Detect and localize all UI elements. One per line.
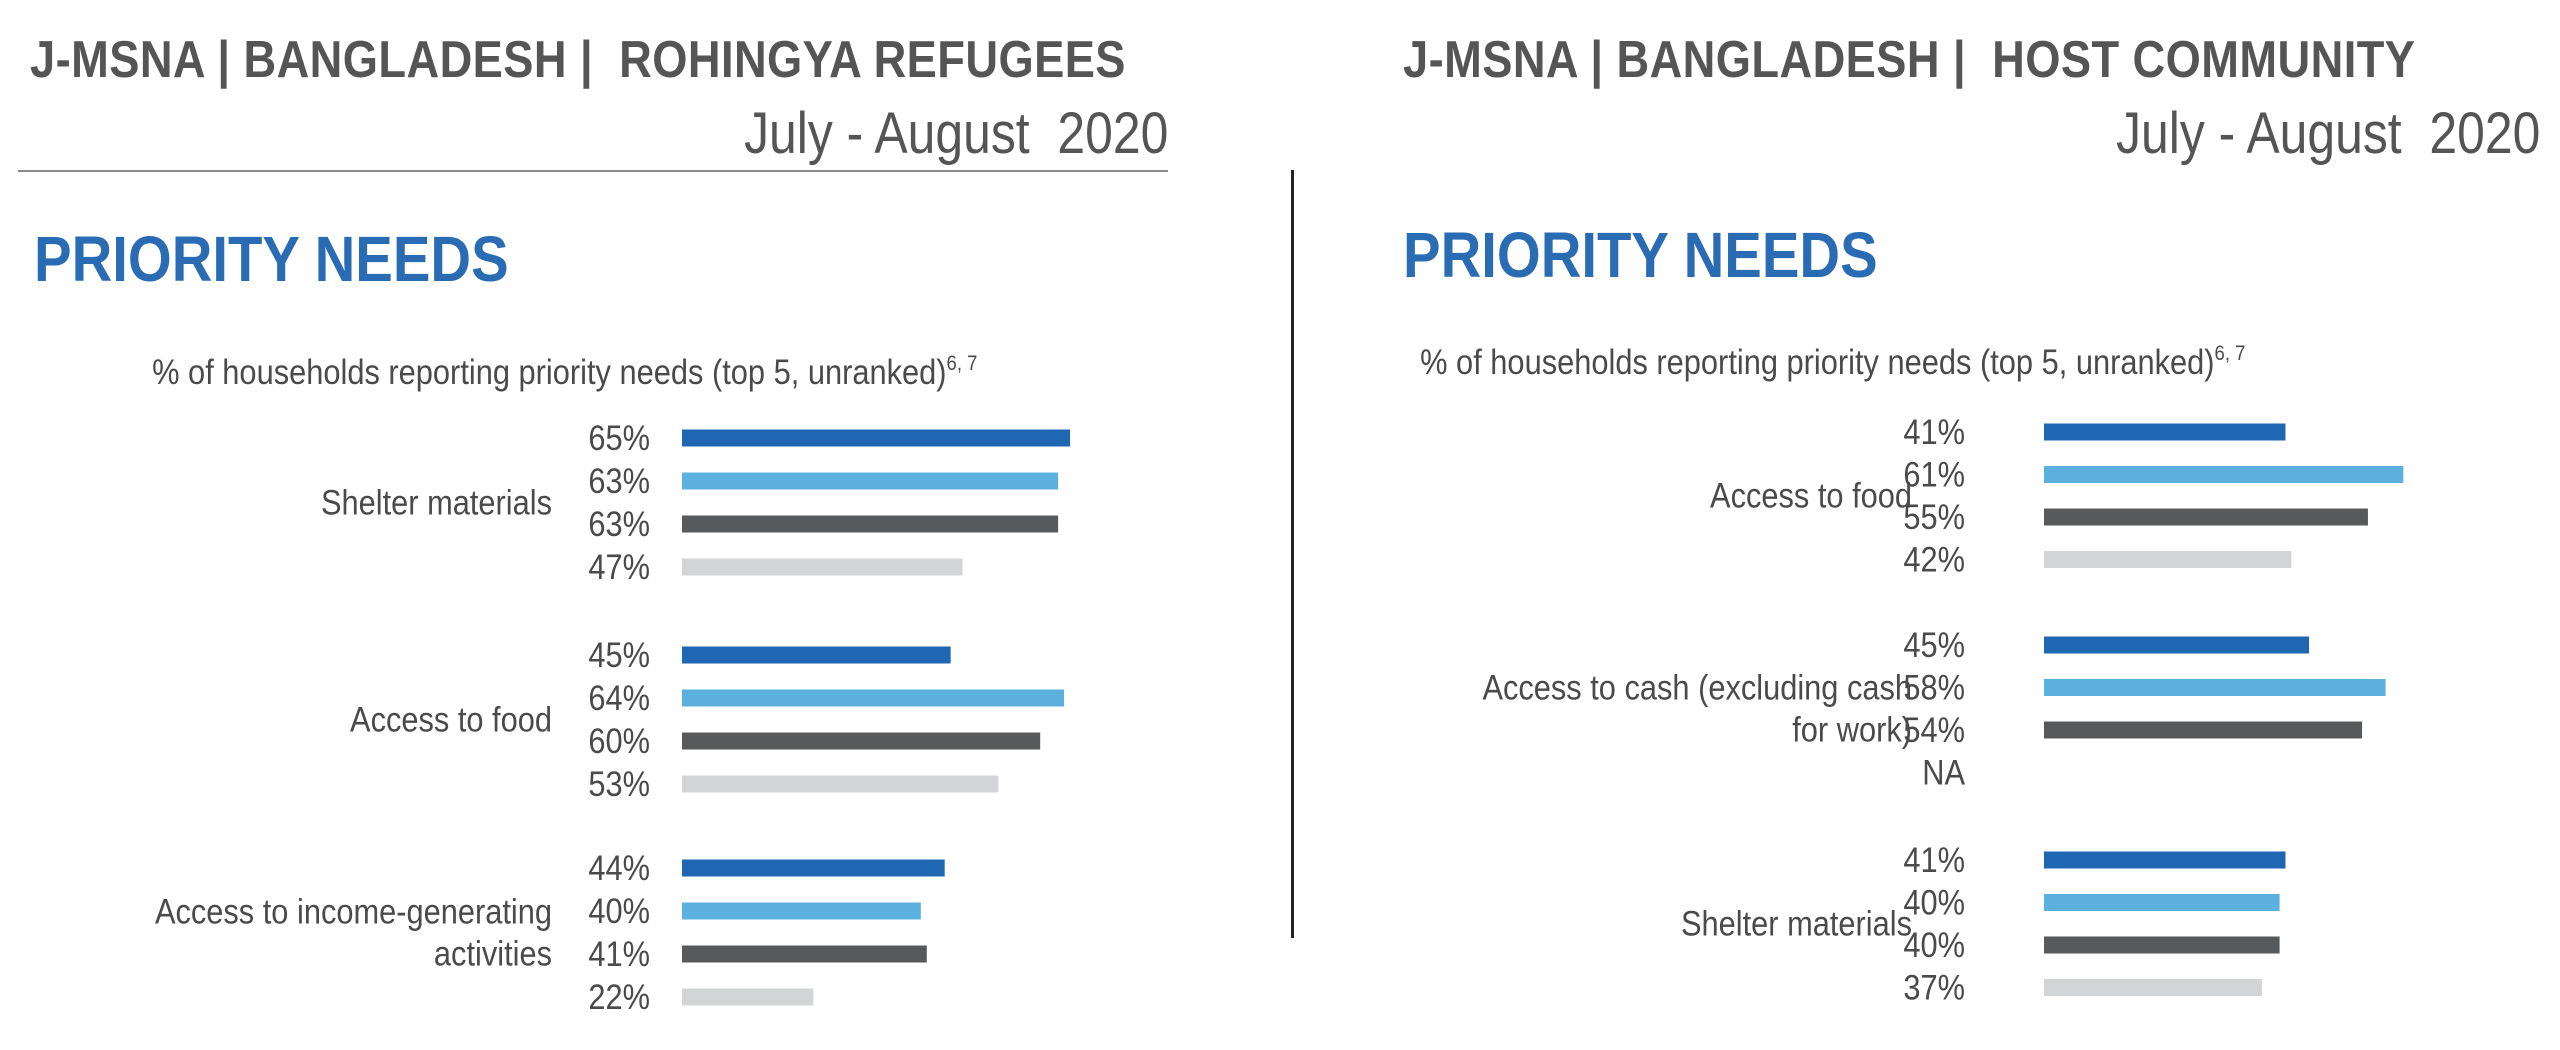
host-category-label: Access to food	[1710, 476, 1912, 515]
rohingya-value-label: 47%	[588, 547, 650, 586]
host-value-label: 42%	[1903, 540, 1965, 579]
host-value-label: 37%	[1903, 968, 1965, 1007]
host-value-label: NA	[1922, 753, 1965, 792]
host-bar	[2044, 894, 2280, 911]
rohingya-value-label: 63%	[588, 504, 650, 543]
host-value-label: 55%	[1903, 497, 1965, 536]
host-bar	[2044, 851, 2286, 869]
rohingya-value-label: 65%	[588, 418, 650, 457]
rohingya-value-label: 22%	[588, 977, 650, 1016]
right-header-date: July - August 2020	[2115, 101, 2540, 166]
host-bar	[2044, 551, 2292, 568]
rohingya-value-label: 40%	[588, 891, 650, 930]
rohingya-category-label: activities	[434, 934, 552, 973]
rohingya-bar	[682, 775, 999, 793]
host-value-label: 41%	[1903, 840, 1965, 879]
host-bar	[2044, 721, 2363, 739]
left-section-title: PRIORITY NEEDS	[34, 223, 509, 295]
rohingya-bar	[682, 646, 951, 664]
right-section-title: PRIORITY NEEDS	[1403, 219, 1878, 291]
panel-divider	[1291, 170, 1294, 938]
rohingya-bar	[682, 902, 921, 920]
host-value-label: 45%	[1903, 625, 1965, 664]
rohingya-value-label: 64%	[588, 678, 650, 717]
host-category-label: for work)	[1792, 710, 1912, 749]
left-header-divider	[18, 170, 1168, 172]
host-value-label: 40%	[1903, 925, 1965, 964]
rohingya-value-label: 41%	[588, 934, 650, 973]
rohingya-value-label: 60%	[588, 721, 650, 760]
host-value-label: 54%	[1903, 710, 1965, 749]
rohingya-bar	[682, 689, 1065, 707]
host-value-label: 61%	[1903, 455, 1965, 494]
rohingya-value-label: 44%	[588, 848, 650, 887]
rohingya-category-label: Access to food	[350, 700, 552, 739]
rohingya-value-label: 63%	[588, 461, 650, 500]
rohingya-bar	[682, 859, 945, 877]
host-bar	[2044, 636, 2310, 654]
rohingya-bar	[682, 988, 814, 1006]
left-chart-subtitle: % of households reporting priority needs…	[152, 352, 978, 392]
rohingya-bar	[682, 472, 1059, 490]
host-bar	[2044, 508, 2368, 526]
rohingya-category-label: Shelter materials	[321, 483, 552, 522]
host-value-label: 58%	[1903, 668, 1965, 707]
left-header-date: July - August 2020	[743, 101, 1168, 166]
host-bar	[2044, 979, 2262, 996]
host-value-label: 40%	[1903, 883, 1965, 922]
host-category-label: Access to cash (excluding cash	[1482, 668, 1912, 707]
rohingya-bar	[682, 732, 1041, 750]
left-header-title: J-MSNA | BANGLADESH | ROHINGYA REFUGEES	[30, 31, 1126, 89]
rohingya-bar	[682, 429, 1071, 447]
right-header-title: J-MSNA | BANGLADESH | HOST COMMUNITY	[1403, 31, 2416, 89]
host-value-label: 41%	[1903, 412, 1965, 451]
rohingya-bar	[682, 515, 1059, 533]
right-chart-subtitle: % of households reporting priority needs…	[1420, 342, 2246, 382]
host-bar	[2044, 679, 2386, 696]
rohingya-category-label: Access to income-generating	[155, 892, 552, 931]
rohingya-value-label: 53%	[588, 764, 650, 803]
rohingya-bar	[682, 558, 963, 576]
host-bar	[2044, 423, 2286, 441]
rohingya-bar	[682, 945, 927, 963]
host-category-label: Shelter materials	[1681, 904, 1912, 943]
host-bar	[2044, 936, 2280, 954]
rohingya-value-label: 45%	[588, 635, 650, 674]
host-bar	[2044, 466, 2404, 483]
